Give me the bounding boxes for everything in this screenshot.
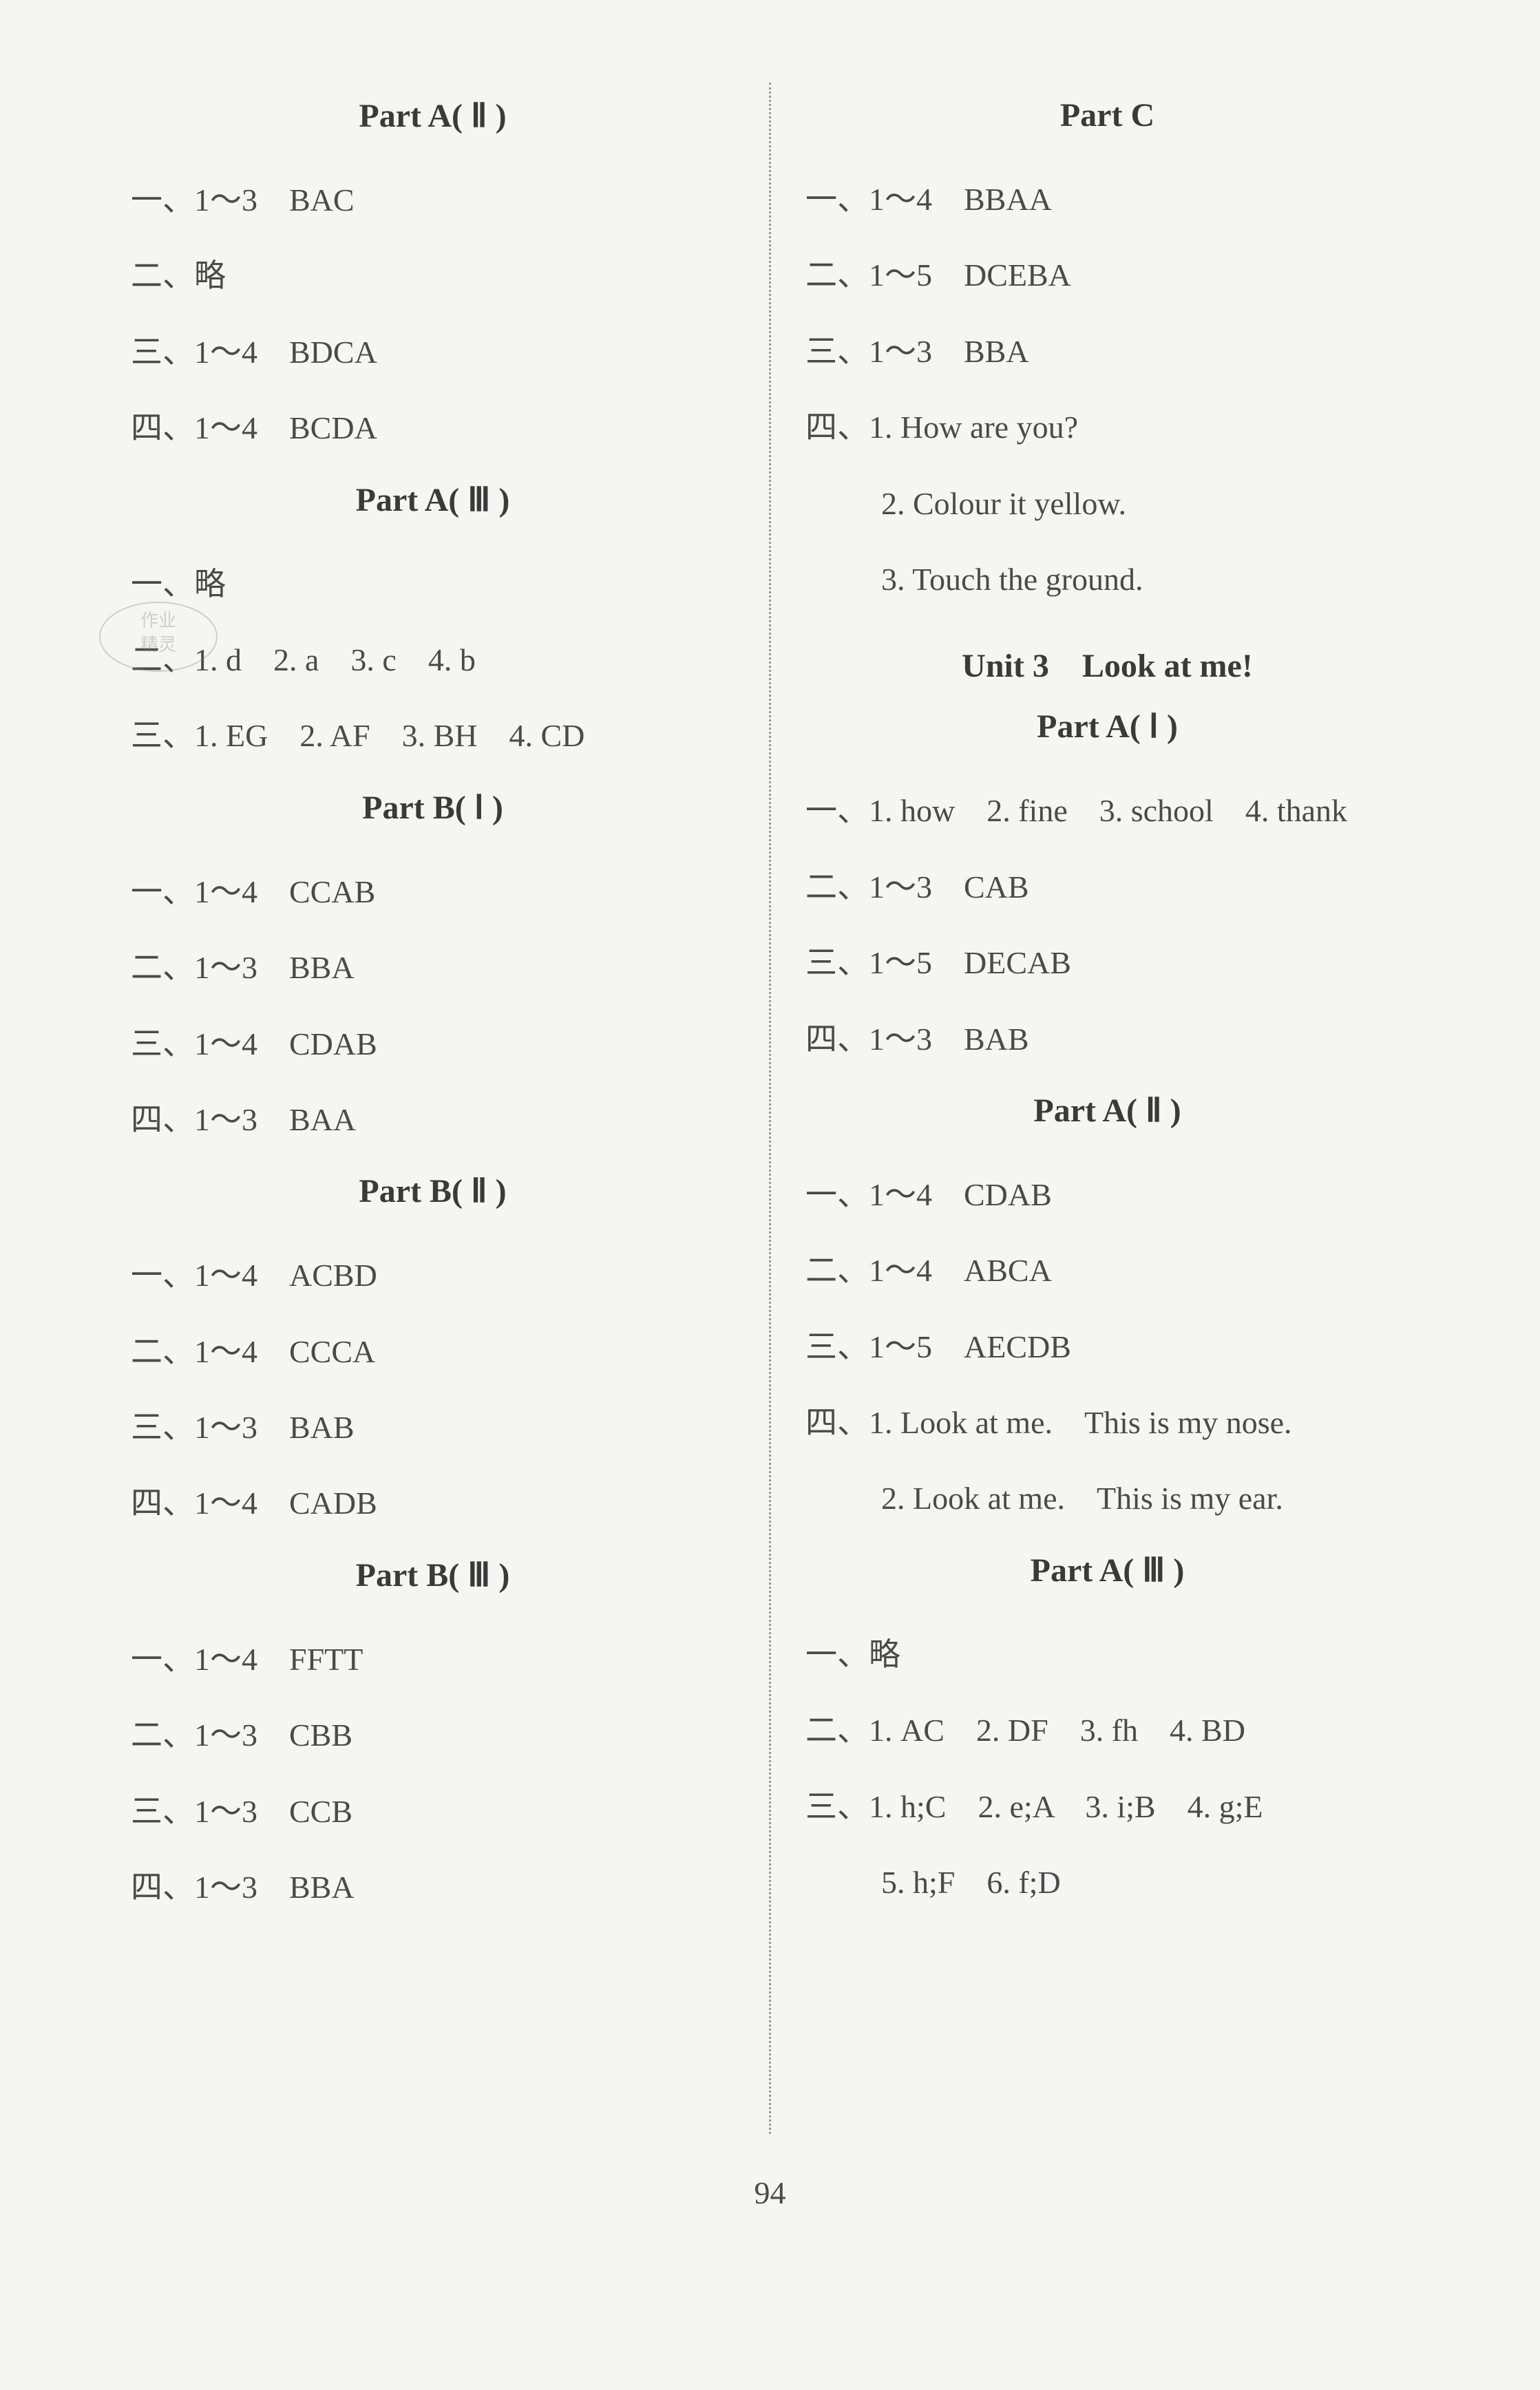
answer-line: 四、1～4 CADB xyxy=(131,1466,741,1541)
watermark-text-top: 作业 xyxy=(140,611,176,631)
answer-line: 一、1～4 BBAA xyxy=(805,162,1416,237)
watermark-text-bottom: 精灵 xyxy=(140,635,176,655)
answer-line: 二、1～3 BBA xyxy=(131,930,741,1006)
answer-line: 一、1～4 CCAB xyxy=(131,854,741,930)
unit-title: Unit 3 Look at me! xyxy=(799,638,1416,686)
answer-line: 四、1～4 BCDA xyxy=(131,390,741,466)
answer-line: 三、1～5 DECAB xyxy=(805,925,1416,1001)
section-title: Part C xyxy=(799,96,1416,134)
answer-line: 一、1～4 FFTT xyxy=(131,1622,741,1698)
answer-line: 二、1～3 CAB xyxy=(805,849,1416,925)
answer-line-indent: 2. Look at me. This is my ear. xyxy=(881,1461,1416,1536)
section-title: Part A( Ⅱ ) xyxy=(124,96,741,135)
watermark-stamp: 作业 精灵 xyxy=(96,599,220,675)
answer-line: 三、1～5 AECDB xyxy=(805,1309,1416,1385)
answer-line: 三、1～3 BBA xyxy=(805,314,1416,390)
answer-line: 三、1～4 BDCA xyxy=(131,315,741,390)
answer-line: 二、略 xyxy=(131,238,741,314)
section-title: Part A( Ⅲ ) xyxy=(124,480,741,519)
answer-line: 二、1～5 DCEBA xyxy=(805,237,1416,313)
answer-line: 三、1～3 BAB xyxy=(131,1390,741,1466)
section-title: Part A( Ⅰ ) xyxy=(799,707,1416,745)
answer-line-indent: 5. h;F 6. f;D xyxy=(881,1845,1416,1921)
section-title: Part B( Ⅱ ) xyxy=(124,1172,741,1210)
answer-line: 二、1～4 ABCA xyxy=(805,1233,1416,1309)
answer-line: 四、1. Look at me. This is my nose. xyxy=(805,1385,1416,1461)
answer-line: 一、略 xyxy=(131,547,741,622)
answer-line: 三、1. h;C 2. e;A 3. i;B 4. g;E xyxy=(805,1769,1416,1845)
answer-line: 二、1. d 2. a 3. c 4. b xyxy=(131,622,741,698)
section-title: Part B( Ⅲ ) xyxy=(124,1556,741,1594)
section-title: Part A( Ⅱ ) xyxy=(799,1091,1416,1130)
left-column: Part A( Ⅱ ) 一、1～3 BAC 二、略 三、1～4 BDCA 四、1… xyxy=(96,83,771,2134)
answer-line: 四、1～3 BBA xyxy=(131,1850,741,1925)
answer-line: 二、1～4 CCCA xyxy=(131,1314,741,1390)
answer-line: 一、1. how 2. fine 3. school 4. thank xyxy=(805,773,1416,849)
answer-line: 四、1～3 BAB xyxy=(805,1002,1416,1077)
answer-line: 三、1～3 CCB xyxy=(131,1774,741,1850)
answer-line: 二、1. AC 2. DF 3. fh 4. BD xyxy=(805,1693,1416,1768)
answer-line: 四、1～3 BAA xyxy=(131,1082,741,1158)
page-content: Part A( Ⅱ ) 一、1～3 BAC 二、略 三、1～4 BDCA 四、1… xyxy=(96,83,1444,2134)
answer-line: 一、1～3 BAC xyxy=(131,162,741,238)
answer-line: 一、略 xyxy=(805,1617,1416,1693)
answer-line: 三、1～4 CDAB xyxy=(131,1006,741,1082)
answer-line: 一、1～4 ACBD xyxy=(131,1238,741,1313)
answer-line-indent: 2. Colour it yellow. xyxy=(881,466,1416,542)
answer-line: 二、1～3 CBB xyxy=(131,1698,741,1773)
right-column: Part C 一、1～4 BBAA 二、1～5 DCEBA 三、1～3 BBA … xyxy=(771,83,1444,2134)
section-title: Part A( Ⅲ ) xyxy=(799,1551,1416,1589)
answer-line: 三、1. EG 2. AF 3. BH 4. CD xyxy=(131,698,741,774)
page-number: 94 xyxy=(755,2175,786,2211)
answer-line: 一、1～4 CDAB xyxy=(805,1157,1416,1233)
section-title: Part B( Ⅰ ) xyxy=(124,788,741,827)
answer-line: 四、1. How are you? xyxy=(805,390,1416,465)
answer-line-indent: 3. Touch the ground. xyxy=(881,542,1416,617)
